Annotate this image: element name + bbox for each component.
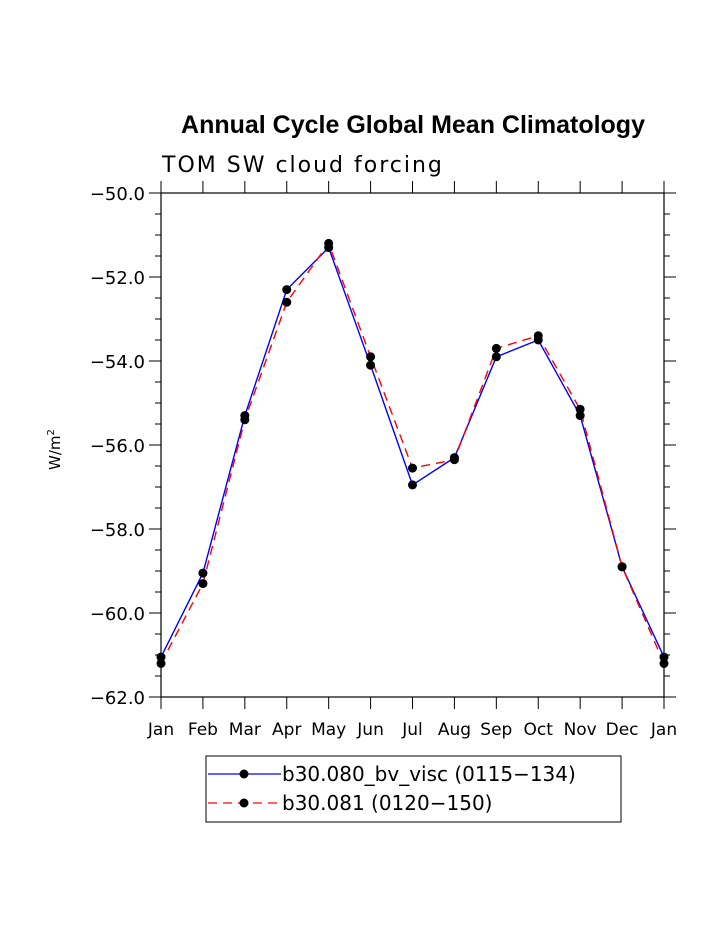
x-tick-label: Jan [650,720,677,740]
y-tick-label: −52.0 [90,268,145,289]
y-tick-label: −54.0 [90,352,145,373]
series-1-point [282,285,292,295]
legend-label-series-1: b30.080_bv_visc (0115−134) [282,762,576,786]
x-tick-label: Jan [147,720,174,740]
series-1-point [575,411,585,421]
x-tick-label: Jul [401,720,423,740]
x-tick-label: Jun [356,720,384,740]
series-2-point [449,455,459,465]
x-tick-label: Apr [272,720,301,740]
series-1-point [366,360,376,370]
x-tick-label: Nov [564,720,597,740]
legend-marker-series-1 [239,769,249,779]
series-layer [156,238,669,668]
series-1-point [491,352,501,362]
legend: b30.080_bv_visc (0115−134) b30.081 (0120… [205,755,622,823]
x-tick-label: Feb [188,720,218,740]
chart-subtitle: TOM SW cloud forcing [161,153,444,178]
y-tick-label: −60.0 [90,604,145,625]
series-2-point [366,352,376,362]
series-2-point [575,404,585,414]
series-2-point [282,297,292,307]
x-tick-label: Mar [229,720,261,740]
legend-box [205,755,622,823]
series-1-point [408,480,417,490]
series-line-2 [160,241,665,664]
legend-marker-series-2 [239,798,249,808]
y-tick-label: −50.0 [90,184,145,205]
series-2-point [659,658,669,668]
series-2-point [240,415,250,425]
series-2-point [156,658,166,668]
x-tick-label: Dec [606,720,639,740]
x-axis: Jan Feb Mar Apr May Jun Jul Aug Sep Oct Nov Dec Jan [147,181,677,740]
y-tick-label: −62.0 [90,688,145,709]
series-1-point [198,568,208,578]
y-tick-label: −58.0 [90,520,145,541]
legend-label-series-2: b30.081 (0120−150) [282,791,492,815]
series-2-point [408,463,417,473]
y-tick-label: −56.0 [90,436,145,457]
x-tick-label: Aug [438,720,471,740]
chart-title: Annual Cycle Global Mean Climatology [181,111,645,139]
series-2-point [617,562,627,572]
series-2-point [491,343,501,353]
series-2-point [533,331,543,341]
x-tick-label: May [311,720,346,740]
series-2-point [198,579,208,589]
y-axis: −50.0 −52.0 −54.0 −56.0 −58.0 −60.0 −62.0 [90,184,676,709]
x-tick-label: Oct [524,720,554,740]
x-tick-label: Sep [480,720,512,740]
series-1-point [156,652,166,662]
y-axis-label: W/m2 [46,429,64,470]
series-2-point [324,238,334,248]
series-1-point [659,652,669,662]
